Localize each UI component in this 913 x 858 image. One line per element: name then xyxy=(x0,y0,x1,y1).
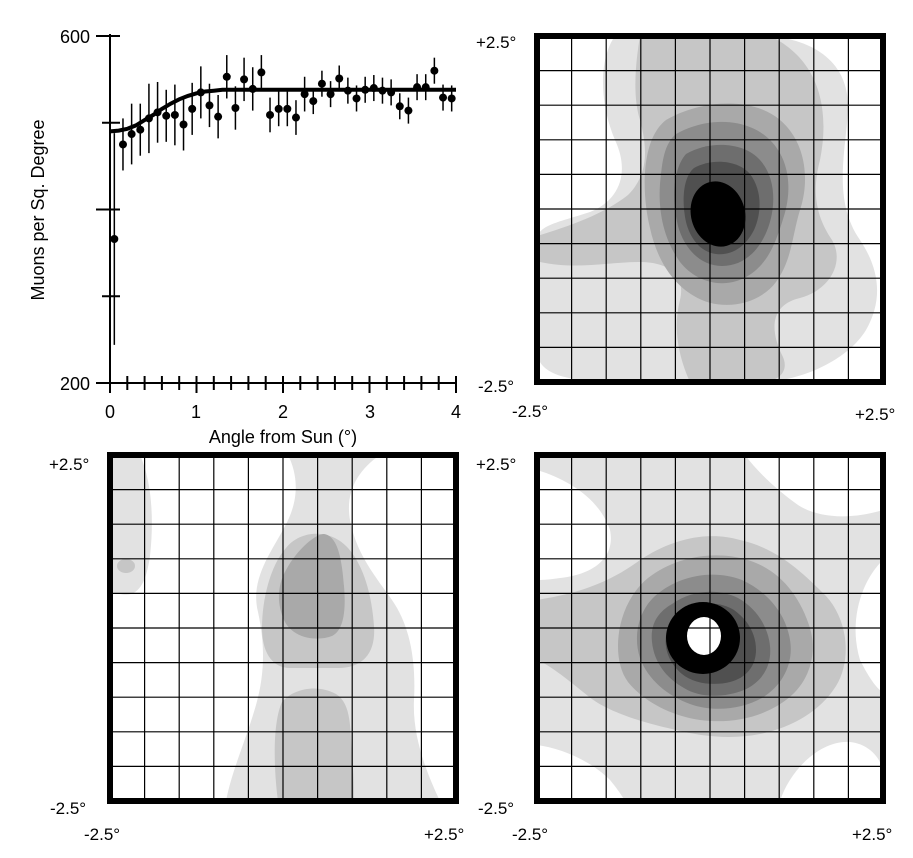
data-point xyxy=(274,104,283,113)
data-point xyxy=(439,93,448,102)
x-tick-label-left: -2.5° xyxy=(512,825,548,844)
profile-plot: 600 200 0 1 2 3 4 Angle from Sun (°) Muo… xyxy=(28,27,461,447)
data-point xyxy=(326,90,335,99)
data-point xyxy=(404,106,413,115)
data-point xyxy=(352,94,361,103)
y-tick-label-bottom: -2.5° xyxy=(50,799,86,818)
data-point xyxy=(231,104,240,113)
white-region-left xyxy=(537,470,611,580)
data-point xyxy=(110,234,119,243)
y-tick-label-top: +2.5° xyxy=(476,33,516,52)
contour-peak xyxy=(690,181,746,247)
data-point xyxy=(162,111,171,120)
data-point xyxy=(335,74,344,83)
map-top-right: +2.5° -2.5° -2.5° +2.5° xyxy=(476,33,895,424)
x-tick-label-left: -2.5° xyxy=(512,402,548,421)
data-point xyxy=(222,72,231,81)
contour-level-1-left xyxy=(110,455,152,595)
x-tick-label-right: +2.5° xyxy=(852,825,892,844)
data-point xyxy=(179,120,188,129)
grid-lines xyxy=(110,455,456,801)
data-point xyxy=(118,140,127,149)
y-tick-label-top: +2.5° xyxy=(476,455,516,474)
map-bottom-right: +2.5° -2.5° -2.5° +2.5° xyxy=(476,452,892,844)
map-frame xyxy=(534,452,886,804)
x-tick-label-right: +2.5° xyxy=(424,825,464,844)
map-bottom-left: +2.5° -2.5° -2.5° +2.5° xyxy=(49,452,464,844)
data-point xyxy=(170,110,179,119)
y-tick-label-top: +2.5° xyxy=(49,455,89,474)
data-point xyxy=(136,125,145,134)
x-tick-label-left: -2.5° xyxy=(84,825,120,844)
data-point xyxy=(283,104,292,113)
data-points xyxy=(110,66,456,243)
grid-lines xyxy=(537,455,883,801)
data-point xyxy=(240,75,249,84)
contour-level-2-lower xyxy=(274,688,354,801)
x-tick-label-right: +2.5° xyxy=(855,405,895,424)
fit-curve xyxy=(109,87,456,134)
map-frame xyxy=(534,33,886,385)
x-tick-label-4: 4 xyxy=(451,402,461,422)
x-axis-label: Angle from Sun (°) xyxy=(209,427,357,447)
data-point xyxy=(266,110,275,119)
x-tick-label-0: 0 xyxy=(105,402,115,422)
x-tick-label-3: 3 xyxy=(365,402,375,422)
data-point xyxy=(214,112,223,121)
y-axis-label: Muons per Sq. Degree xyxy=(28,119,48,300)
y-tick-label-200: 200 xyxy=(60,374,90,394)
x-tick-label-2: 2 xyxy=(278,402,288,422)
contour-peak-core xyxy=(687,617,721,655)
white-region-bottom-left xyxy=(537,745,625,801)
error-bars xyxy=(113,55,453,345)
y-tick-label-600: 600 xyxy=(60,27,90,47)
data-point xyxy=(430,66,439,75)
data-point xyxy=(188,104,197,113)
data-point xyxy=(205,101,214,110)
grid-lines xyxy=(537,36,883,382)
data-point xyxy=(447,94,456,103)
map-frame xyxy=(107,452,459,804)
data-point xyxy=(257,68,266,77)
plot-axes xyxy=(96,34,457,393)
data-point xyxy=(395,102,404,111)
data-point xyxy=(317,79,326,88)
data-point xyxy=(291,113,300,122)
y-tick-label-bottom: -2.5° xyxy=(478,377,514,396)
x-tick-label-1: 1 xyxy=(191,402,201,422)
data-point xyxy=(309,97,318,106)
contour-level-3 xyxy=(278,534,345,639)
data-point xyxy=(300,90,309,99)
data-point xyxy=(127,130,136,139)
white-region-bottom-right xyxy=(780,741,883,801)
contour-spot xyxy=(117,559,135,573)
y-tick-label-bottom: -2.5° xyxy=(478,799,514,818)
